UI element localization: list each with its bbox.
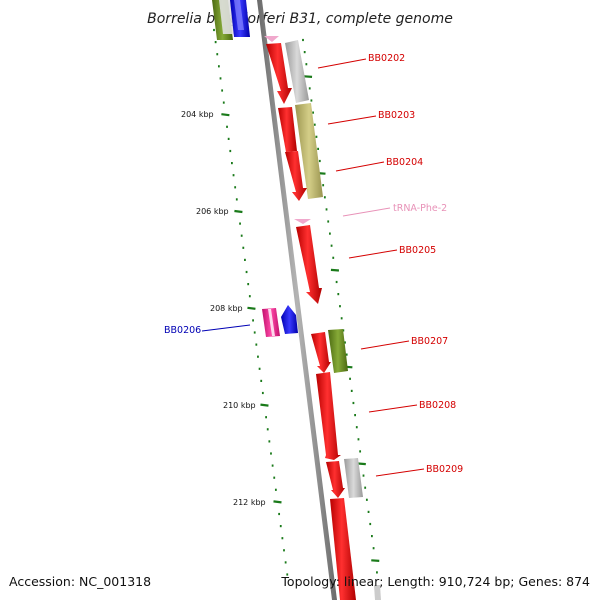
gene-bb0203[interactable] <box>278 107 297 152</box>
outer-major-tick <box>330 268 340 272</box>
label-bb0204[interactable]: BB0204 <box>386 157 423 168</box>
scale-label-204: 204 kbp <box>181 110 214 119</box>
scale-label-208: 208 kbp <box>210 304 243 313</box>
outer-major-tick <box>371 559 380 562</box>
map-title: Borrelia burgdorferi B31, complete genom… <box>147 11 453 27</box>
topology-summary: Topology: linear; Length: 910,724 bp; Ge… <box>280 574 590 589</box>
label-bb0207[interactable]: BB0207 <box>411 336 448 347</box>
gene-blue-bb0206[interactable] <box>281 305 298 334</box>
gene-bb0204[interactable] <box>285 151 307 201</box>
label-bb0202[interactable]: BB0202 <box>368 53 405 64</box>
outer-major-tick <box>303 75 313 78</box>
gene-bb0207[interactable] <box>311 332 331 373</box>
ruler-major-tick <box>260 403 269 407</box>
scale-label-212: 212 kbp <box>233 498 266 507</box>
gene-labels: BB0202 BB0203 BB0204 tRNA-Phe-2 BB0205 B… <box>164 53 463 475</box>
gene-grey-bottom <box>374 585 381 600</box>
scale-labels: 204 kbp 206 kbp 208 kbp 210 kbp 212 kbp <box>181 110 266 507</box>
ruler-major-tick <box>234 209 243 214</box>
gene-blue-top-light <box>234 0 244 30</box>
scale-label-206: 206 kbp <box>196 207 229 216</box>
ruler-major-tick <box>247 306 256 310</box>
gene-red-bottom[interactable] <box>330 498 356 600</box>
gene-grey-bb0209[interactable] <box>344 458 363 498</box>
label-bb0205[interactable]: BB0205 <box>399 245 436 256</box>
outer-major-tick <box>357 462 366 466</box>
trna-phe-2-marker <box>294 219 311 224</box>
label-bb0206[interactable]: BB0206 <box>164 325 201 336</box>
label-leaders <box>201 58 425 477</box>
ruler-major-tick <box>221 113 230 117</box>
label-bb0209[interactable]: BB0209 <box>426 464 463 475</box>
gene-grey-bb0202[interactable] <box>285 40 309 103</box>
gene-bb0202[interactable] <box>266 43 292 104</box>
trna-marker-top <box>264 36 279 42</box>
scale-ruler <box>213 28 289 576</box>
label-bb0203[interactable]: BB0203 <box>378 110 415 121</box>
label-trna-phe-2[interactable]: tRNA-Phe-2 <box>393 203 447 214</box>
outer-ruler <box>302 38 380 574</box>
gene-features <box>212 0 381 600</box>
ruler-major-tick <box>273 500 282 504</box>
genome-backbone <box>257 0 337 600</box>
gene-bb0205[interactable] <box>296 225 322 304</box>
gene-bb0208[interactable] <box>316 372 341 460</box>
scale-label-210: 210 kbp <box>223 401 256 410</box>
gene-olive-bb0207[interactable] <box>328 329 348 373</box>
label-bb0208[interactable]: BB0208 <box>419 400 456 411</box>
gene-khaki-bb0203[interactable] <box>295 103 323 199</box>
gene-bb0206-white <box>268 309 275 336</box>
gene-bb0209[interactable] <box>326 461 345 498</box>
accession-text: Accession: NC_001318 <box>9 574 151 589</box>
